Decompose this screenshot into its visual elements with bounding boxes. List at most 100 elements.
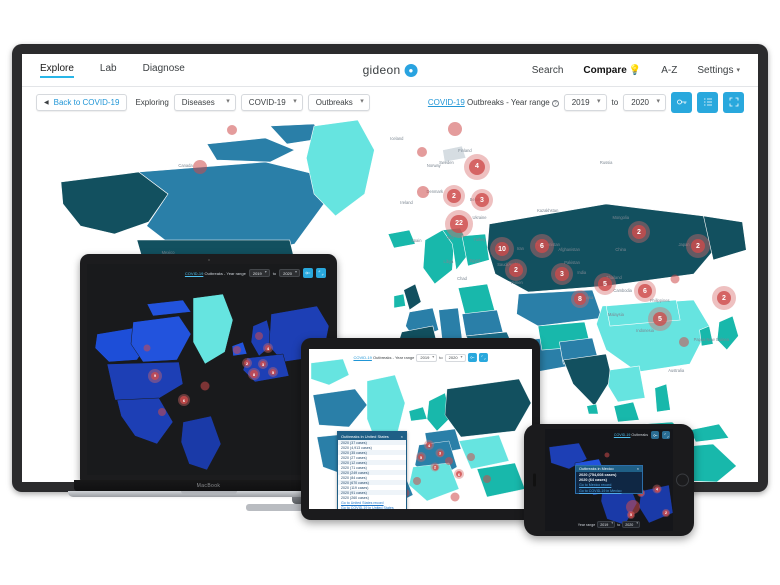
outbreak-cluster-marker[interactable]: 5 <box>268 367 278 377</box>
outbreak-cluster-marker[interactable]: 6 <box>454 469 464 479</box>
outbreak-cluster-marker[interactable]: 3 <box>551 263 573 285</box>
category-select[interactable]: Diseases <box>173 93 236 111</box>
phone-popup-rows: 2020 (754,608 cases) 2020 (64 cases) <box>576 472 642 483</box>
outbreak-cluster-marker[interactable] <box>445 457 453 465</box>
year-from-select[interactable]: 2019 <box>563 93 607 111</box>
outbreak-cluster-marker[interactable]: 6 <box>634 280 656 302</box>
outbreak-cluster-marker[interactable]: 2 <box>712 286 736 310</box>
laptop-fullscreen-button[interactable] <box>316 268 326 278</box>
close-icon[interactable]: × <box>636 467 639 471</box>
outbreak-cluster-marker[interactable] <box>417 186 429 198</box>
outbreak-cluster-marker[interactable] <box>604 452 610 458</box>
outbreak-cluster-marker[interactable]: 2 <box>686 234 710 258</box>
outbreak-cluster-marker[interactable]: 2 <box>430 462 440 472</box>
outbreak-cluster-marker[interactable]: 2 <box>628 221 650 243</box>
outbreak-cluster-marker[interactable]: 3 <box>435 448 445 458</box>
outbreak-cluster-marker[interactable] <box>450 492 460 502</box>
outbreak-cluster-marker[interactable]: 5 <box>416 452 426 462</box>
outbreak-cluster-marker[interactable] <box>255 332 263 340</box>
laptop-year-to-select[interactable]: 2020 <box>279 269 300 277</box>
outbreak-cluster-marker[interactable] <box>670 274 680 284</box>
outbreak-cluster-marker[interactable]: 4 <box>464 154 490 180</box>
outbreak-cluster-marker[interactable]: 9 <box>148 369 162 383</box>
outbreak-cluster-marker[interactable]: 5 <box>627 511 635 519</box>
phone-popup-link[interactable]: Go to Mexico record <box>579 483 612 488</box>
brand-logo[interactable]: gideon ● <box>363 63 418 77</box>
phone-popup-link[interactable]: Go to COVID-19 in Mexico <box>579 488 622 493</box>
nav-link-settings[interactable]: Settings <box>697 64 734 76</box>
nav-link-explore[interactable]: Explore <box>40 63 74 78</box>
outbreak-cluster-marker[interactable]: 6 <box>530 234 554 258</box>
phone-breadcrumb-link[interactable]: COVID-19 <box>613 432 631 437</box>
outbreak-cluster-marker[interactable] <box>467 453 475 461</box>
user-shield-icon: ● <box>404 63 418 77</box>
view-select[interactable]: Outbreaks <box>307 93 370 111</box>
tablet-breadcrumb-link[interactable]: COVID-19 <box>353 355 372 360</box>
popup-row: 2020 (91 cases) <box>338 490 406 495</box>
laptop-legend-key-button[interactable] <box>303 268 313 278</box>
outbreak-cluster-marker[interactable]: 2 <box>662 509 670 517</box>
phone-popup-header: Outbreaks in Mexico × <box>576 466 642 472</box>
outbreak-cluster-marker[interactable] <box>679 337 689 347</box>
outbreak-cluster-marker[interactable] <box>448 122 462 136</box>
tablet-fullscreen-button[interactable] <box>478 353 488 362</box>
breadcrumb-disease-link[interactable]: COVID-19 <box>427 97 465 107</box>
outbreak-cluster-marker[interactable] <box>413 477 421 485</box>
phone-home-button[interactable] <box>676 473 689 487</box>
tablet-year-to-select[interactable]: 2020 <box>444 353 466 362</box>
year-to-select[interactable]: 2020 <box>623 93 666 111</box>
back-to-covid19-button[interactable]: ◀ Back to COVID-19 <box>36 93 128 111</box>
popup-link[interactable]: Go to United States record <box>341 500 384 505</box>
outbreak-cluster-marker[interactable]: 8 <box>248 368 260 380</box>
tablet-legend-key-button[interactable] <box>467 353 477 362</box>
laptop-year-from-select[interactable]: 2019 <box>248 269 270 277</box>
outbreak-cluster-marker[interactable]: 5 <box>594 273 616 295</box>
fullscreen-button[interactable] <box>723 91 744 113</box>
outbreak-cluster-marker[interactable] <box>158 408 166 416</box>
outbreak-cluster-marker[interactable]: 2 <box>242 358 252 368</box>
close-icon[interactable]: × <box>400 433 403 439</box>
outbreak-cluster-marker[interactable]: 2 <box>505 259 527 281</box>
outbreak-cluster-marker[interactable]: 5 <box>648 307 672 331</box>
outbreak-cluster-marker[interactable]: 10 <box>490 237 514 261</box>
disease-select[interactable]: COVID-19 <box>240 93 303 111</box>
outbreak-cluster-marker[interactable]: 3 <box>258 359 268 369</box>
outbreak-cluster-marker[interactable] <box>143 344 151 352</box>
tablet-year-from-select[interactable]: 2019 <box>416 353 438 362</box>
outbreak-cluster-count: 8 <box>250 370 258 378</box>
outbreak-cluster-marker[interactable] <box>193 160 207 174</box>
map-label: Sweden <box>439 160 454 165</box>
question-mark-icon[interactable]: ? <box>551 99 559 107</box>
outbreak-cluster-marker[interactable]: 4 <box>263 343 273 353</box>
phone-legend-key-button[interactable] <box>651 431 659 439</box>
outbreak-cluster-marker[interactable] <box>417 147 427 157</box>
outbreak-cluster-marker[interactable] <box>227 125 237 135</box>
outbreak-cluster-marker[interactable] <box>483 475 491 483</box>
outbreak-cluster-marker[interactable] <box>626 500 640 514</box>
outbreak-cluster-marker[interactable]: 6 <box>178 394 190 406</box>
outbreak-cluster-marker[interactable] <box>233 346 241 354</box>
popup-row: 2020 (260 cases) <box>338 495 406 500</box>
nav-link-a-z[interactable]: A-Z <box>661 64 678 76</box>
outbreak-cluster-marker[interactable]: 4 <box>424 440 434 450</box>
phone-fullscreen-button[interactable] <box>662 431 670 439</box>
outbreak-cluster-marker[interactable]: 22 <box>445 210 473 238</box>
phone-popup-links: Go to Mexico record Go to COVID-19 in Mex… <box>576 483 642 493</box>
legend-key-button[interactable] <box>671 91 692 113</box>
outbreak-cluster-marker[interactable]: 8 <box>571 290 589 308</box>
map-label: China <box>615 247 626 252</box>
laptop-breadcrumb-link[interactable]: COVID-19 <box>184 270 204 276</box>
outbreak-cluster-marker[interactable]: 3 <box>471 189 493 211</box>
outbreak-cluster-marker[interactable] <box>200 381 210 391</box>
outbreak-cluster-marker[interactable]: 2 <box>443 185 465 207</box>
nav-link-compare[interactable]: Compare <box>583 64 627 76</box>
nav-link-diagnose[interactable]: Diagnose <box>142 62 185 74</box>
key-icon <box>305 271 311 275</box>
phone-year-to-select[interactable]: 2020 <box>622 521 641 528</box>
popup-link[interactable]: Go to COVID-19 in United States <box>341 505 394 509</box>
phone-year-from-select[interactable]: 2019 <box>597 521 616 528</box>
outbreak-cluster-marker[interactable]: 4 <box>652 484 662 494</box>
list-view-button[interactable] <box>697 91 718 113</box>
nav-link-lab[interactable]: Lab <box>99 62 117 74</box>
nav-link-search[interactable]: Search <box>531 64 564 76</box>
